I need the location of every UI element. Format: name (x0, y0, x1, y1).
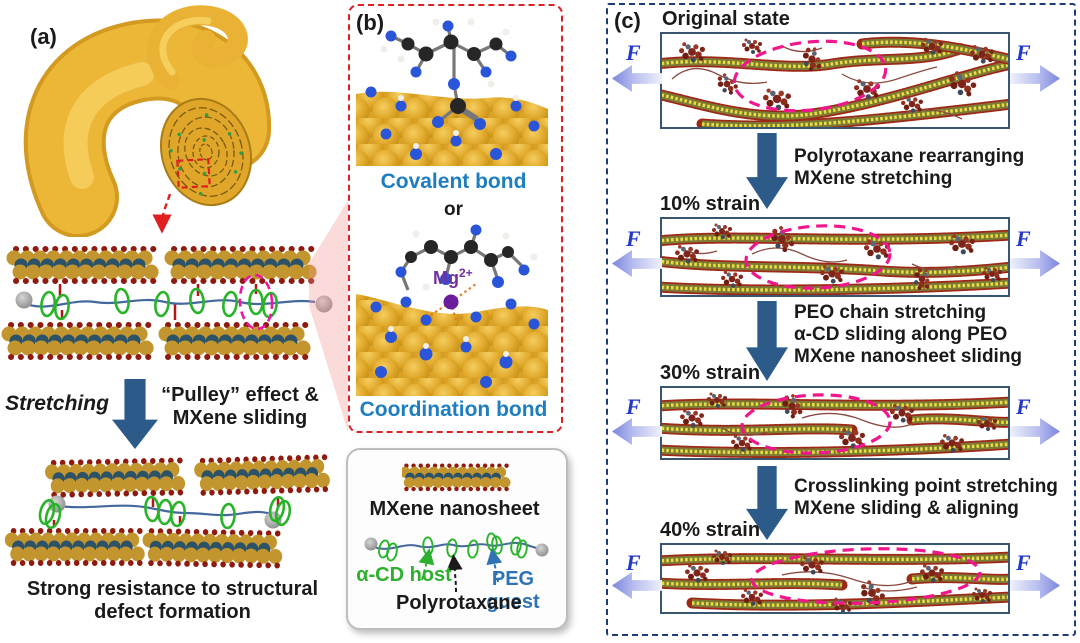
force-label: F (626, 226, 641, 251)
stopper-sphere (15, 291, 33, 309)
molecule-atoms (395, 224, 538, 291)
surface-atoms (370, 296, 540, 388)
stretching-label: Stretching (5, 392, 109, 415)
caption-line-2: defect formation (94, 601, 251, 623)
legend-polyrotaxane-label: Polyrotaxane (396, 592, 522, 614)
coordination-bond-illustration (356, 224, 548, 396)
step-line: MXene sliding & aligning (794, 498, 1019, 519)
step-line: Polyrotaxane rearranging (794, 146, 1025, 167)
legend-mxene-sheet (402, 462, 517, 496)
force-label: F (1016, 394, 1031, 419)
pulley-line-1: “Pulley” effect & (161, 384, 319, 406)
state-title-30: 30% strain (660, 362, 761, 384)
force-label: F (626, 40, 641, 65)
state-title-40: 40% strain (660, 519, 761, 541)
legend-peg-label: PEG guest (486, 568, 540, 613)
state-title-10: 10% strain (660, 193, 761, 215)
step-3-text: Crosslinking point stretching MXene slid… (794, 476, 1058, 520)
stretch-down-arrow (112, 379, 158, 449)
polyrotaxane-pointer-arrow (446, 554, 463, 593)
zoom-arrow (152, 193, 172, 234)
md-snapshot-10-strain (660, 217, 1010, 297)
force-label: F (1016, 550, 1031, 575)
stopper-sphere (364, 537, 378, 551)
panel-b-box (348, 4, 563, 433)
panel-c-box (606, 3, 1076, 636)
panel-c-label: (c) (614, 8, 641, 33)
md-snapshot-original (660, 32, 1010, 129)
coordination-bond-label: Coordination bond (359, 398, 548, 421)
zoom-region-box (176, 158, 211, 189)
pulley-line-2: MXene sliding (172, 407, 308, 429)
panel-a-label: (a) (30, 24, 57, 49)
highlight-ellipse (238, 273, 274, 331)
md-snapshot-30-strain (660, 386, 1010, 460)
fiber-cross-section (159, 97, 253, 207)
mg-ion-label: Mg2+ (433, 266, 473, 288)
surface-atoms (365, 86, 540, 160)
step-line: α-CD sliding along PEO (794, 324, 1008, 345)
pulley-effect-caption: “Pulley” effect & MXene sliding (152, 384, 328, 430)
panel-b-label: (b) (356, 10, 385, 35)
acd-pointer-arrow (418, 548, 435, 581)
legend-mxene-label: MXene nanosheet (369, 498, 540, 520)
state-title-original: Original state (662, 8, 790, 30)
mxene-fiber-illustration (23, 5, 271, 237)
panel-a-caption: Strong resistance to structural defect f… (0, 578, 345, 624)
peg-chain (57, 504, 277, 517)
step-line: MXene nanosheet sliding (794, 346, 1023, 367)
peg-pointer-arrow (486, 548, 503, 583)
caption-line-1: Strong resistance to structural (26, 578, 319, 600)
force-label: F (1016, 40, 1031, 65)
molecule-atoms (380, 18, 517, 114)
structure-before-stretch (0, 238, 333, 368)
step-2-text: PEO chain stretching α-CD sliding along … (794, 302, 1022, 368)
step-line: MXene stretching (794, 168, 953, 189)
step-line: Crosslinking point stretching (794, 476, 1058, 497)
legend-acd-label: α-CD host (356, 564, 452, 586)
force-label: F (626, 550, 641, 575)
stopper-sphere (535, 543, 549, 557)
force-label: F (626, 394, 641, 419)
md-snapshot-40-strain (660, 543, 1010, 614)
force-label: F (1016, 226, 1031, 251)
legend-polyrotaxane (364, 531, 549, 593)
mg-ion-sphere (443, 294, 459, 310)
stopper-sphere (315, 295, 333, 313)
or-label: or (444, 199, 463, 220)
step-line: PEO chain stretching (794, 302, 987, 323)
covalent-bond-illustration (356, 18, 548, 166)
covalent-bond-label: Covalent bond (380, 170, 527, 193)
step-1-text: Polyrotaxane rearranging MXene stretchin… (794, 146, 1024, 190)
structure-after-stretch (0, 450, 345, 575)
